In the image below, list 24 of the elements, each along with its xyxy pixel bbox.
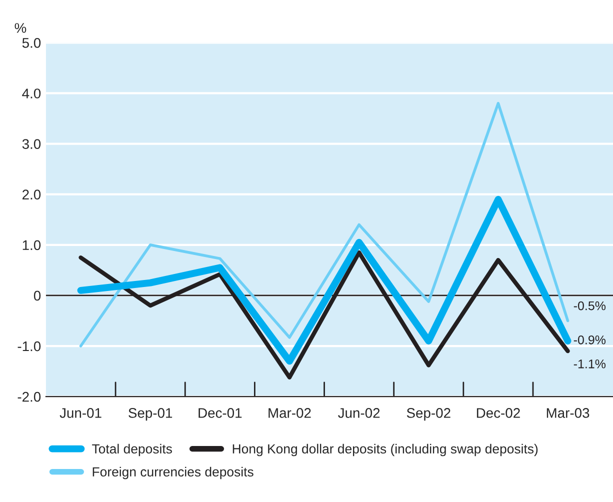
y-tick-label: 1.0 (22, 240, 41, 250)
x-tick-label: Jun-01 (60, 408, 102, 418)
legend-label: Total deposits (92, 444, 172, 456)
x-tick-label: Jun-02 (338, 408, 380, 418)
data-label: -1.1% (574, 360, 606, 368)
y-tick-label: -2.0 (18, 392, 41, 402)
data-label: -0.9% (574, 335, 606, 344)
legend-label: Foreign currencies deposits (92, 466, 254, 480)
x-tick-label: Mar-03 (546, 408, 590, 418)
x-tick-label: Mar-02 (268, 408, 311, 418)
y-tick-label: 2.0 (22, 190, 41, 200)
y-tick-label: 0 (34, 290, 41, 301)
data-label: -0.5% (574, 301, 606, 310)
y-axis-title: % (14, 23, 26, 33)
y-tick-label: 3.0 (22, 139, 41, 149)
y-tick-label: -1.0 (18, 341, 41, 352)
line-series (79, 102, 570, 348)
legend-label: Hong Kong dollar deposits (including swap deposits) (232, 444, 538, 456)
y-tick-label: 4.0 (22, 88, 41, 98)
x-tick-label: Sep-02 (406, 408, 450, 421)
y-tick-label: 5.0 (22, 38, 41, 48)
x-tick-label: Sep-01 (128, 408, 172, 421)
x-tick-label: Dec-02 (476, 408, 520, 418)
x-tick-label: Dec-01 (198, 408, 242, 418)
